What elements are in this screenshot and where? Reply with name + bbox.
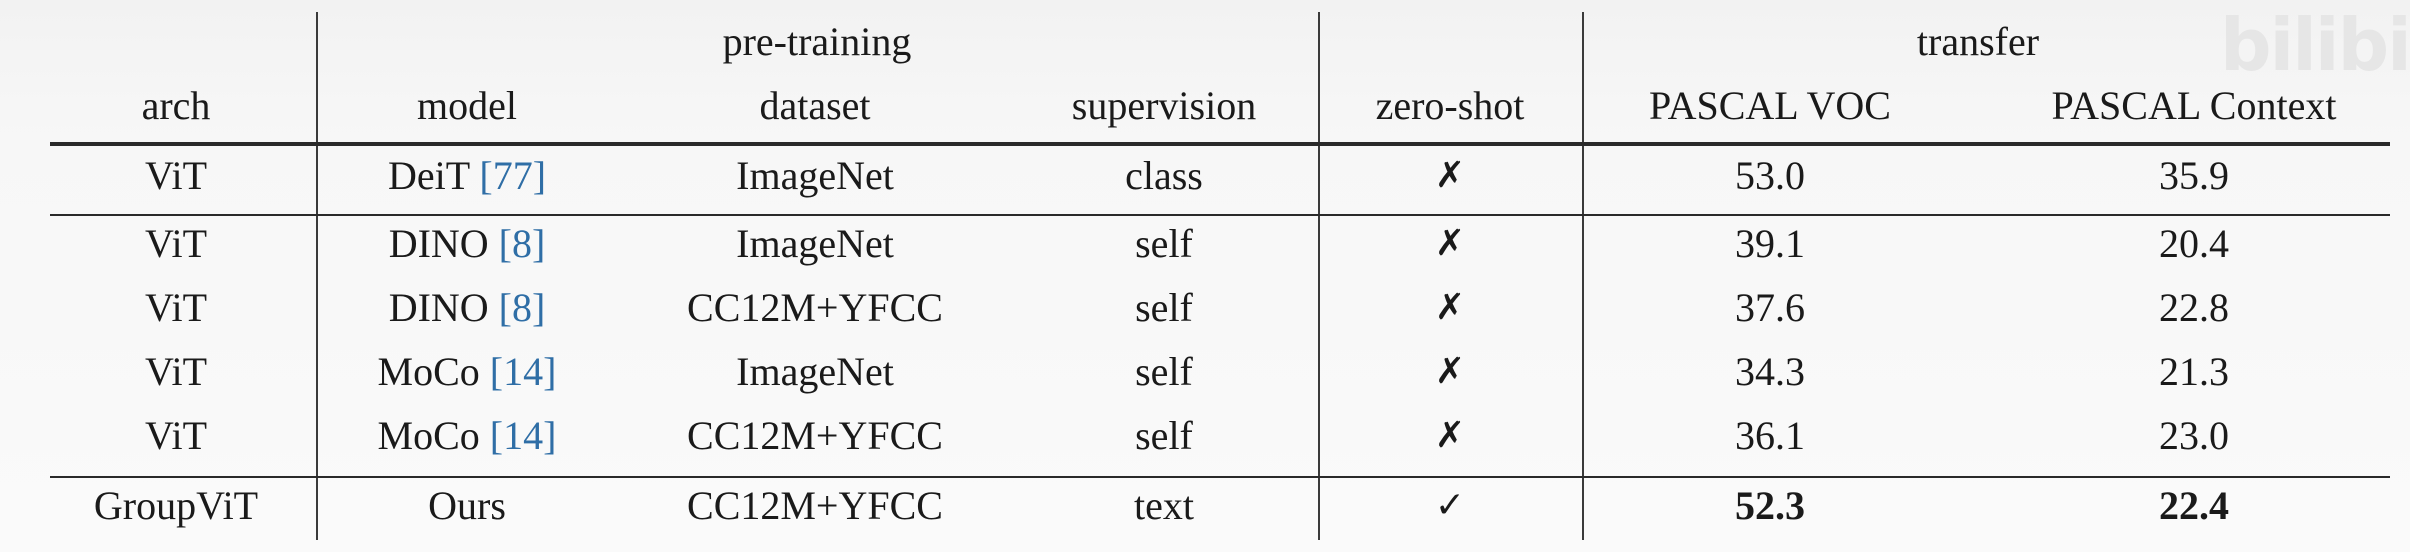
model-name: DINO — [388, 285, 489, 330]
cross-mark-icon: ✗ — [1434, 415, 1466, 456]
cell-pascal-context: 20.4 — [2159, 221, 2229, 266]
citation-link[interactable]: [8] — [498, 221, 546, 266]
model-name: DINO — [388, 221, 489, 266]
row-rule — [50, 214, 2390, 216]
citation-link[interactable]: [14] — [489, 413, 557, 458]
cell-pascal-voc: 52.3 — [1735, 483, 1805, 528]
header-rule — [50, 142, 2390, 146]
cell-supervision: class — [1125, 153, 1203, 198]
row-rule — [50, 476, 2390, 478]
vertical-rule-zeroshot — [1582, 12, 1584, 540]
vertical-rule-arch — [316, 12, 318, 540]
cell-supervision: self — [1135, 349, 1193, 394]
cell-arch: GroupViT — [93, 483, 259, 528]
cell-pascal-context: 22.8 — [2159, 285, 2229, 330]
cell-dataset: ImageNet — [736, 349, 894, 394]
group-header-pretraining: pre-training — [722, 19, 912, 64]
cell-model: DeiT [77] — [388, 152, 546, 200]
cell-pascal-voc: 36.1 — [1735, 413, 1805, 458]
column-header-dataset: dataset — [759, 83, 871, 128]
cell-model: DINO [8] — [389, 220, 546, 268]
cell-arch: ViT — [144, 221, 208, 266]
column-header-model: model — [417, 83, 517, 128]
cross-mark-icon: ✗ — [1434, 351, 1466, 392]
cell-supervision: self — [1135, 413, 1193, 458]
cell-pascal-context: 23.0 — [2159, 413, 2229, 458]
cell-arch: ViT — [144, 285, 208, 330]
citation-link[interactable]: [8] — [498, 285, 546, 330]
cell-pascal-voc: 39.1 — [1735, 221, 1805, 266]
cross-mark-icon: ✗ — [1434, 155, 1466, 196]
cell-pascal-voc: 53.0 — [1735, 153, 1805, 198]
cell-dataset: ImageNet — [736, 153, 894, 198]
column-header-supervision: supervision — [1071, 83, 1257, 128]
cell-pascal-context: 21.3 — [2159, 349, 2229, 394]
column-header-zeroshot: zero-shot — [1375, 83, 1525, 128]
cell-dataset: CC12M+YFCC — [687, 483, 943, 528]
citation-link[interactable]: [14] — [489, 349, 557, 394]
cell-arch: ViT — [144, 349, 208, 394]
model-name: MoCo — [377, 349, 480, 394]
cross-mark-icon: ✗ — [1434, 287, 1466, 328]
column-header-pascal-context: PASCAL Context — [2051, 83, 2337, 128]
cell-model: DINO [8] — [389, 284, 546, 332]
cell-dataset: CC12M+YFCC — [687, 285, 943, 330]
cell-model: MoCo [14] — [378, 412, 557, 460]
cell-supervision: self — [1135, 285, 1193, 330]
cell-pascal-voc: 37.6 — [1735, 285, 1805, 330]
group-header-transfer: transfer — [1916, 19, 2040, 64]
bilibili-watermark-logo: bilibili — [2220, 3, 2410, 87]
cell-supervision: self — [1135, 221, 1193, 266]
cell-model: MoCo [14] — [378, 348, 557, 396]
vertical-rule-pretraining — [1318, 12, 1320, 540]
cell-arch: ViT — [144, 153, 208, 198]
citation-link[interactable]: [77] — [479, 153, 547, 198]
cell-arch: ViT — [144, 413, 208, 458]
model-name: DeiT — [387, 153, 470, 198]
column-header-arch: arch — [141, 83, 211, 128]
check-mark-icon: ✓ — [1434, 485, 1466, 526]
cross-mark-icon: ✗ — [1434, 223, 1466, 264]
model-name: MoCo — [377, 413, 480, 458]
column-header-pascal-voc: PASCAL VOC — [1649, 83, 1891, 128]
cell-supervision: text — [1134, 483, 1194, 528]
cell-pascal-voc: 34.3 — [1735, 349, 1805, 394]
cell-dataset: CC12M+YFCC — [687, 413, 943, 458]
cell-dataset: ImageNet — [736, 221, 894, 266]
cell-pascal-context: 35.9 — [2159, 153, 2229, 198]
cell-pascal-context: 22.4 — [2159, 483, 2229, 528]
cell-model: Ours — [428, 483, 506, 528]
